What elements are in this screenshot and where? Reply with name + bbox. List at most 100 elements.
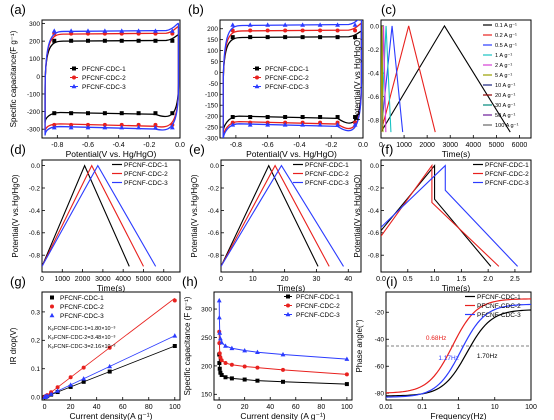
panel-label: (e) [189, 142, 205, 157]
data-point [300, 35, 305, 40]
panel-label: (b) [188, 2, 204, 17]
data-point [265, 115, 270, 120]
data-point [216, 314, 222, 320]
data-point [48, 391, 54, 396]
x-tick-label: 6000 [156, 276, 172, 283]
x-axis-label: Time(s) [442, 283, 471, 293]
data-point [172, 344, 177, 348]
bode-curve-3 [386, 303, 531, 398]
x-tick-label: 5000 [489, 142, 505, 149]
plot-area [44, 22, 180, 136]
y-tick-label: -60 [375, 364, 385, 371]
data-point [282, 122, 288, 127]
data-point [136, 122, 141, 127]
y-tick-label: -0.8 [368, 118, 380, 125]
data-point [170, 38, 175, 43]
data-point [318, 35, 323, 40]
y-tick-label: -80 [375, 391, 385, 398]
x-tick-label: 100 [169, 404, 181, 411]
y-tick-label: -250 [205, 124, 218, 131]
x-tick-label: 80 [317, 404, 325, 411]
x-tick-label: 0.5 [403, 276, 413, 283]
data-point [229, 345, 235, 351]
data-point [282, 22, 288, 27]
data-point [229, 376, 234, 381]
data-point [265, 35, 270, 40]
cv-curve-3 [44, 22, 180, 136]
data-point [335, 115, 340, 120]
plot-frame [380, 159, 532, 273]
chart-panel-6: 0.0 0.5 1.0 1.5 2.0 2.5-0.8-0.6-0.4-0.20.0(f)… [353, 142, 532, 293]
frequency-annotation: 1.17Hz [438, 355, 459, 362]
data-point [170, 111, 175, 116]
data-point [318, 28, 323, 33]
data-point [51, 28, 57, 33]
data-point [119, 38, 124, 43]
plot-area [216, 297, 350, 387]
data-point [300, 22, 306, 27]
data-point [242, 377, 247, 382]
x-tick-label: 1 [457, 404, 461, 411]
y-tick-label: 100 [29, 56, 40, 63]
y-tick-label: 0.0 [210, 163, 219, 170]
data-point [68, 124, 74, 130]
gcd-curve-2 [381, 25, 436, 133]
legend-label: PFCNF-CDC-1 [305, 162, 349, 169]
legend-label: PFCNF-CDC-3 [485, 180, 529, 187]
data-point [255, 349, 260, 355]
y-tick-label: -0.2 [368, 185, 380, 192]
data-point [318, 115, 323, 120]
legend-marker [50, 295, 54, 300]
data-point [172, 333, 178, 338]
plot-area [221, 164, 344, 267]
y-tick-label: -50 [209, 81, 219, 88]
data-point [85, 124, 91, 130]
legend-label: 50 A g⁻¹ [495, 113, 516, 119]
data-point [242, 347, 248, 353]
data-point [69, 122, 74, 127]
y-tick-label: -20 [375, 310, 385, 317]
gcd-curve-3 [221, 164, 344, 267]
data-point [217, 336, 223, 341]
legend-label: PFCNF-CDC-3 [477, 312, 521, 319]
data-point [85, 28, 91, 33]
x-axis-label: Current density(A g⁻¹) [70, 411, 153, 420]
y-axis-label: Potential(V vs Hg/HgO) [353, 37, 362, 120]
y-tick-label: 300 [201, 306, 212, 313]
slope-annotation: KₚFCNF-CDC-3=2.16×10⁻³ [48, 344, 115, 350]
data-point [317, 22, 323, 27]
plot-frame [213, 291, 353, 401]
legend-label: PFCNF-CDC-2 [296, 303, 340, 310]
data-point [68, 382, 74, 387]
data-point [219, 372, 224, 377]
frequency-annotation: 1.70Hz [477, 353, 498, 360]
data-point [102, 122, 107, 127]
data-point [217, 366, 222, 371]
plot-area [42, 297, 178, 400]
x-tick-label: 20 [67, 404, 75, 411]
data-point [255, 378, 260, 383]
gcd-curve-3 [381, 164, 519, 267]
legend-label: PFCNF-CDC-2 [82, 75, 126, 82]
data-point [219, 358, 224, 363]
x-tick-label: 3000 [95, 276, 111, 283]
x-tick-label: 1.0 [430, 276, 440, 283]
data-point [217, 361, 222, 366]
data-point [119, 124, 125, 130]
y-tick-label: 300 [29, 21, 40, 28]
legend-label: 5 A g⁻¹ [495, 73, 512, 79]
data-point [153, 111, 158, 116]
y-tick-label: 0.0 [31, 163, 40, 170]
x-tick-label: 0.01 [379, 404, 393, 411]
y-tick-label: -300 [205, 135, 218, 142]
x-tick-label: 1000 [55, 276, 71, 283]
x-tick-label: 0.0 [358, 142, 368, 149]
data-point [119, 111, 124, 116]
legend-label: PFCNF-CDC-3 [82, 84, 126, 91]
gcd-curve-6 [381, 25, 384, 133]
gcd-curve-2 [42, 164, 144, 267]
x-axis-label: Time(s) [442, 149, 471, 159]
data-point [344, 382, 349, 387]
data-point [68, 28, 74, 33]
